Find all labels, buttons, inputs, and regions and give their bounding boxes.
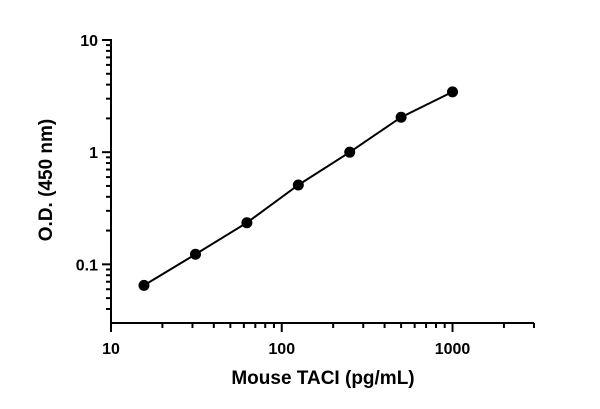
x-tick-label: 100 xyxy=(268,341,295,358)
point xyxy=(190,248,202,260)
point xyxy=(241,217,253,229)
x-axis-title: Mouse TACI (pg/mL) xyxy=(231,368,414,389)
y-tick-label: 0.1 xyxy=(76,257,98,274)
x-tick-label: 1000 xyxy=(435,341,471,358)
point xyxy=(292,179,304,191)
y-tick-label: 10 xyxy=(80,33,98,50)
x-tick-label: 10 xyxy=(102,341,120,358)
point xyxy=(138,279,150,291)
point xyxy=(447,86,459,98)
point xyxy=(395,111,407,123)
y-tick-label: 1 xyxy=(89,145,98,162)
y-axis-title: O.D. (450 nm) xyxy=(36,119,57,241)
point xyxy=(344,146,356,158)
